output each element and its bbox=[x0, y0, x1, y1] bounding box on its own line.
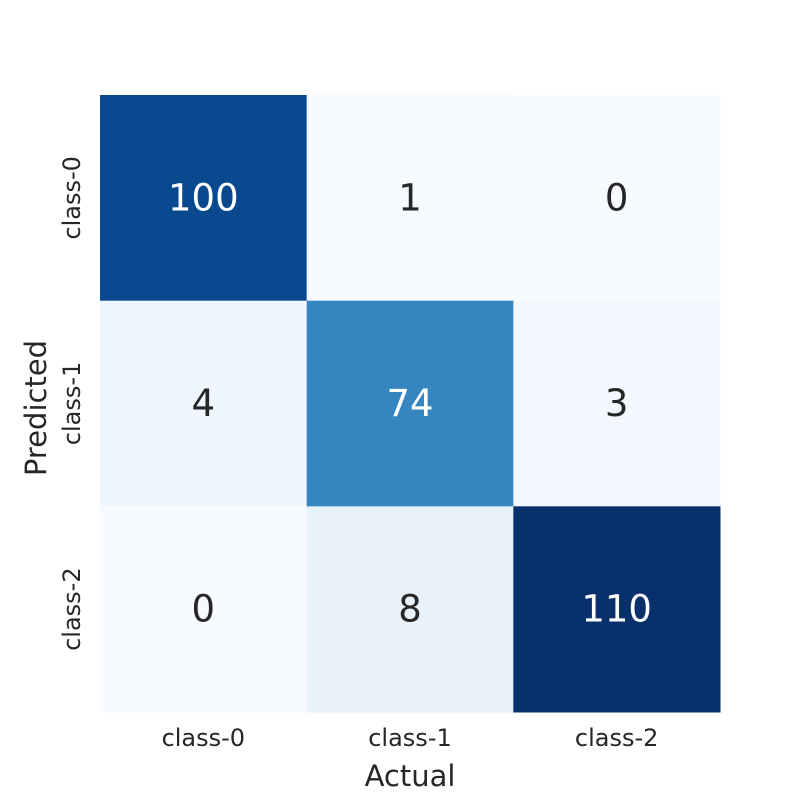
heatmap-cell-r2-c1 bbox=[306, 506, 514, 713]
heatmap-cell-r1-c1 bbox=[306, 300, 514, 507]
cell-value-r2-c1: 8 bbox=[398, 588, 422, 631]
x-axis-tick-labels: class-0 class-1 class-2 bbox=[162, 724, 659, 752]
heatmap-cell-r0-c1 bbox=[306, 95, 514, 302]
x-tick-label-1: class-1 bbox=[368, 724, 452, 752]
y-tick-label-2: class-2 bbox=[58, 567, 86, 651]
heatmap-cell-labels: 100 1 0 4 74 3 0 8 110 bbox=[168, 176, 652, 630]
y-axis-label: Predicted bbox=[19, 340, 53, 476]
heatmap-cell-r2-c0 bbox=[100, 506, 308, 713]
heatmap-cell-r0-c2 bbox=[513, 95, 721, 302]
cell-value-r1-c2: 3 bbox=[605, 382, 629, 425]
heatmap-cell-r0-c0 bbox=[100, 95, 308, 302]
y-tick-label-1: class-1 bbox=[58, 362, 86, 446]
y-tick-label-0: class-0 bbox=[58, 156, 86, 240]
x-tick-label-0: class-0 bbox=[162, 724, 246, 752]
cell-value-r1-c0: 4 bbox=[192, 382, 216, 425]
x-axis-label: Actual bbox=[365, 759, 456, 793]
cell-value-r0-c0: 100 bbox=[168, 176, 239, 219]
cell-value-r1-c1: 74 bbox=[386, 382, 433, 425]
x-tick-label-2: class-2 bbox=[575, 724, 659, 752]
y-axis-tick-labels: class-0 class-1 class-2 bbox=[58, 156, 86, 651]
heatmap-cell-r2-c2 bbox=[513, 506, 721, 713]
cell-value-r2-c2: 110 bbox=[581, 588, 652, 631]
cell-value-r2-c0: 0 bbox=[192, 588, 216, 631]
heatmap-cells bbox=[100, 95, 721, 713]
cell-value-r0-c1: 1 bbox=[398, 176, 422, 219]
cell-value-r0-c2: 0 bbox=[605, 176, 629, 219]
heatmap-cell-r1-c0 bbox=[100, 300, 308, 507]
heatmap-cell-r1-c2 bbox=[513, 300, 721, 507]
